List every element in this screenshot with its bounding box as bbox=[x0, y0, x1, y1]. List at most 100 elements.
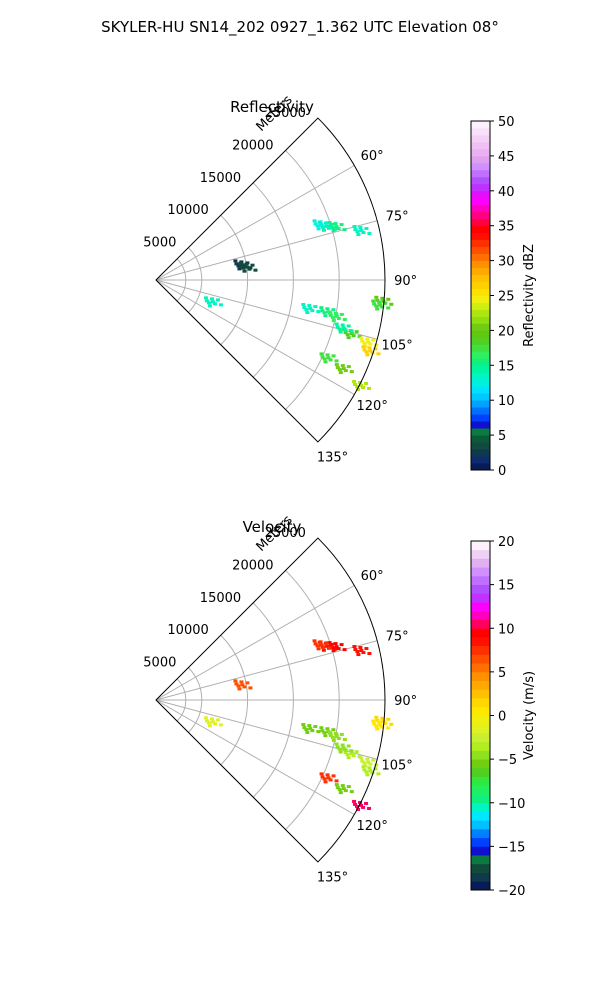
colorbar-swatch bbox=[471, 393, 490, 401]
azimuth-line bbox=[155, 165, 355, 281]
colorbar-swatch bbox=[471, 155, 490, 164]
radial-tick-label: 10000 bbox=[167, 623, 208, 638]
colorbar-swatch bbox=[471, 724, 490, 734]
colorbar-swatch bbox=[471, 316, 490, 324]
echo-cell bbox=[301, 723, 321, 735]
colorbar-swatch bbox=[471, 671, 490, 681]
radial-tick-label: 10000 bbox=[167, 203, 208, 218]
colorbar-tick-label: 5 bbox=[498, 666, 506, 681]
colorbar-swatch bbox=[471, 309, 490, 317]
colorbar-swatch bbox=[471, 267, 490, 275]
colorbar-swatch bbox=[471, 372, 490, 380]
angle-tick-label: 60° bbox=[361, 569, 384, 584]
colorbar-swatch bbox=[471, 141, 490, 150]
colorbar-tick-label: 40 bbox=[498, 185, 515, 200]
colorbar-swatch bbox=[471, 225, 490, 234]
colorbar-swatch bbox=[471, 767, 490, 777]
reflectivity-sector: 500010000150002000025000Meters60°75°90°1… bbox=[143, 92, 417, 465]
angle-tick-label: 120° bbox=[357, 399, 388, 414]
colorbar-tick-label: 0 bbox=[498, 464, 506, 479]
colorbar-swatch bbox=[471, 295, 490, 303]
echo-cell bbox=[371, 299, 391, 311]
colorbar-swatch bbox=[471, 183, 490, 192]
colorbar-swatch bbox=[471, 785, 490, 795]
colorbar-swatch bbox=[471, 706, 490, 716]
echo-cell bbox=[334, 742, 354, 754]
echo-cell bbox=[312, 219, 332, 231]
velocity-panel-title: Velocity bbox=[243, 518, 302, 536]
colorbar-swatch bbox=[471, 863, 490, 873]
colorbar-swatch bbox=[471, 365, 490, 373]
colorbar-tick-label: 45 bbox=[498, 150, 515, 165]
colorbar-swatch bbox=[471, 239, 490, 248]
angle-tick-label: 105° bbox=[381, 759, 412, 774]
angle-tick-label: 60° bbox=[361, 149, 384, 164]
colorbar-swatch bbox=[471, 274, 490, 282]
colorbar-tick-label: 20 bbox=[498, 324, 515, 339]
echo-cell bbox=[301, 303, 321, 315]
colorbar-label: Reflectivity dBZ bbox=[522, 244, 537, 347]
radial-tick-label: 15000 bbox=[200, 591, 241, 606]
colorbar-tick-label: 15 bbox=[498, 579, 515, 594]
colorbar-swatch bbox=[471, 820, 490, 830]
angle-tick-label: 120° bbox=[357, 819, 388, 834]
sector-outline bbox=[155, 537, 386, 863]
colorbar-tick-label: 5 bbox=[498, 429, 506, 444]
echo-cell bbox=[352, 225, 372, 237]
colorbar-swatch bbox=[471, 260, 490, 268]
colorbar-swatch bbox=[471, 337, 490, 345]
colorbar-swatch bbox=[471, 386, 490, 394]
colorbar-swatch bbox=[471, 732, 490, 743]
colorbar-swatch bbox=[471, 855, 490, 865]
colorbar-swatch bbox=[471, 449, 490, 457]
colorbar-swatch bbox=[471, 680, 490, 690]
colorbar-swatch bbox=[471, 351, 490, 359]
azimuth-line bbox=[155, 220, 378, 281]
angle-tick-label: 135° bbox=[317, 871, 348, 886]
colorbar-tick-label: 50 bbox=[498, 115, 515, 130]
velocity-panel: Velocity 500010000150002000025000Meters6… bbox=[143, 512, 537, 899]
radial-tick-label: 20000 bbox=[232, 558, 273, 573]
colorbar-swatch bbox=[471, 407, 490, 415]
echo-cell bbox=[334, 363, 354, 375]
colorbar-swatch bbox=[471, 162, 490, 171]
echo-cell bbox=[352, 379, 372, 391]
colorbar-swatch bbox=[471, 379, 490, 387]
radial-tick-label: 25000 bbox=[265, 106, 306, 121]
velocity-sector: 500010000150002000025000Meters60°75°90°1… bbox=[143, 512, 417, 885]
echo-cell bbox=[327, 641, 347, 653]
colorbar-tick-label: 10 bbox=[498, 394, 515, 409]
echo-cell bbox=[327, 221, 347, 233]
echo-cell bbox=[327, 730, 347, 742]
echo-cell bbox=[203, 716, 223, 728]
colorbar-swatch bbox=[471, 302, 490, 310]
radial-tick-label: 25000 bbox=[265, 526, 306, 541]
angle-tick-label: 75° bbox=[386, 209, 409, 224]
echo-cell bbox=[233, 679, 253, 691]
colorbar-swatch bbox=[471, 811, 490, 821]
azimuth-line bbox=[155, 585, 355, 701]
colorbar-swatch bbox=[471, 190, 490, 199]
colorbar-swatch bbox=[471, 567, 490, 577]
sector-outline bbox=[155, 117, 386, 443]
echo-cell bbox=[352, 645, 372, 657]
colorbar-swatch bbox=[471, 776, 490, 786]
colorbar-tick-label: 10 bbox=[498, 622, 515, 637]
angle-tick-label: 105° bbox=[381, 339, 412, 354]
colorbar-swatch bbox=[471, 232, 490, 241]
colorbar-tick-label: −10 bbox=[498, 797, 525, 812]
colorbar-swatch bbox=[471, 211, 490, 220]
colorbar-swatch bbox=[471, 828, 490, 839]
colorbar-label: Velocity (m/s) bbox=[522, 671, 537, 760]
colorbar-tick-label: −15 bbox=[498, 840, 525, 855]
echo-cell bbox=[203, 296, 223, 308]
colorbar-swatch bbox=[471, 323, 490, 331]
colorbar-tick-label: 20 bbox=[498, 535, 515, 550]
colorbar-swatch bbox=[471, 610, 490, 620]
echo-cell bbox=[334, 783, 354, 795]
colorbar-swatch bbox=[471, 463, 490, 471]
echo-cell bbox=[319, 352, 339, 364]
colorbar-swatch bbox=[471, 400, 490, 408]
colorbar-swatch bbox=[471, 750, 490, 760]
